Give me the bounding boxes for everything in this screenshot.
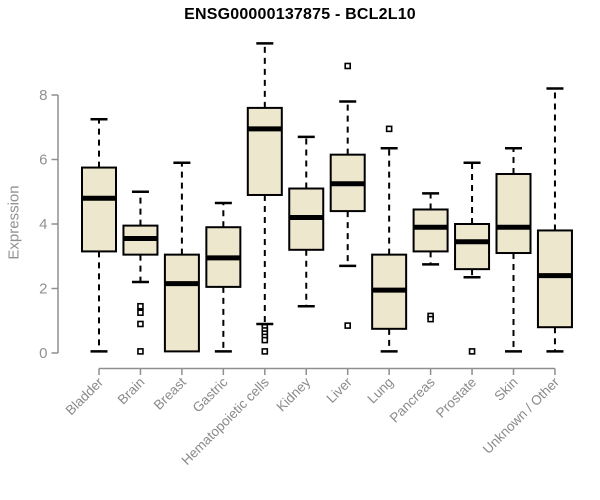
boxplot-bladder: [81, 117, 117, 353]
x-tick-label-bladder: Bladder: [63, 374, 107, 418]
outlier-point: [137, 348, 144, 355]
boxplot-liver: [329, 62, 366, 329]
iqr-box: [81, 166, 117, 253]
y-tick-label: 8: [39, 87, 47, 104]
boxplot-hematopoietic-cells: [246, 42, 283, 355]
iqr-box: [454, 223, 491, 271]
outlier-point: [344, 322, 352, 329]
x-tick-label-breast: Breast: [151, 374, 189, 412]
y-tick-label: 4: [39, 216, 47, 233]
outlier-point: [137, 309, 144, 316]
y-axis: 0 2 4 6 8: [39, 87, 59, 362]
x-tick-label-prostate: Prostate: [433, 375, 479, 421]
y-tick-label: 6: [39, 152, 47, 169]
y-tick-label: 0: [39, 345, 47, 362]
iqr-box: [246, 106, 283, 196]
x-tick-label-kidney: Kidney: [274, 374, 314, 414]
boxplot-pancreas: [412, 192, 449, 323]
outlier-point: [137, 302, 144, 310]
x-tick-label-gastric: Gastric: [190, 374, 231, 415]
boxplot-skin: [495, 146, 532, 353]
chart-title: ENSG00000137875 - BCL2L10: [184, 6, 416, 23]
x-tick-label-unknown-other: Unknown / Other: [480, 374, 563, 457]
boxplot-brain: [122, 190, 159, 355]
iqr-box: [163, 253, 200, 353]
iqr-box: [495, 173, 532, 255]
boxplot-unknown-other: [536, 87, 573, 353]
outlier-point: [137, 320, 144, 328]
outlier-point: [261, 336, 269, 344]
outlier-point: [344, 62, 352, 70]
outlier-point: [261, 348, 269, 355]
x-tick-label-brain: Brain: [115, 375, 148, 408]
y-tick-label: 2: [39, 281, 47, 298]
boxplot-kidney: [288, 135, 325, 308]
x-tick-label-liver: Liver: [324, 374, 356, 406]
boxplot-prostate: [454, 161, 491, 355]
boxplot-gastric: [205, 201, 242, 353]
iqr-box: [536, 229, 573, 329]
outlier-point: [468, 348, 476, 355]
boxplot-lung: [371, 125, 408, 353]
x-tick-label-skin: Skin: [491, 375, 520, 404]
iqr-box: [412, 208, 449, 253]
outlier-point: [427, 315, 434, 323]
boxplot-breast: [163, 161, 200, 353]
outlier-point: [385, 125, 393, 133]
x-tick-label-pancreas: Pancreas: [387, 374, 438, 425]
x-tick-label-lung: Lung: [364, 375, 396, 407]
